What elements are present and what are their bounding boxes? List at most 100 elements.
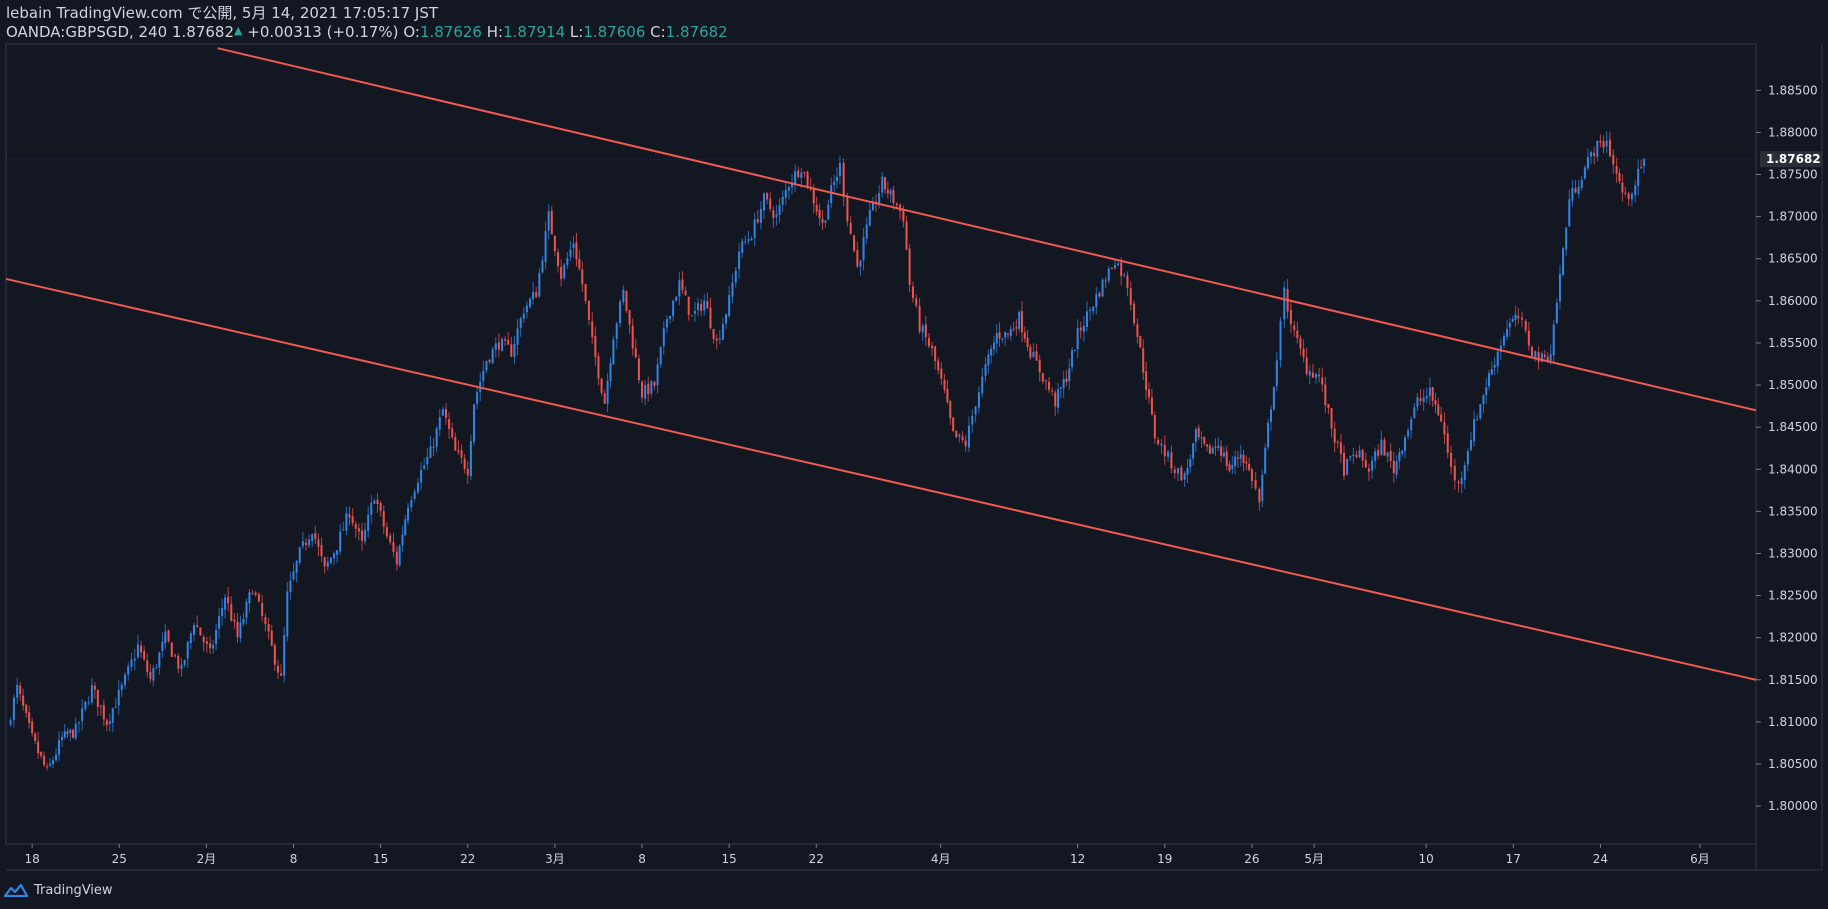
- candle-body: [1318, 374, 1321, 377]
- candle-body: [66, 731, 69, 735]
- candle-body: [257, 593, 260, 602]
- up-triangle-icon: ▲: [234, 24, 243, 37]
- candle-body: [457, 450, 460, 452]
- candle-body: [1001, 338, 1004, 340]
- candle-body: [230, 604, 233, 621]
- candle-body: [753, 219, 756, 238]
- candle-body: [1248, 464, 1251, 470]
- candle-body: [1183, 473, 1186, 480]
- candle-body: [575, 242, 578, 260]
- candle-body: [329, 557, 332, 564]
- candle-body: [105, 720, 108, 726]
- candle-body: [286, 591, 289, 637]
- candle-body: [34, 733, 37, 741]
- candle-body: [949, 400, 952, 419]
- trendline-channel-lower[interactable]: [5, 277, 1757, 681]
- candle-body: [432, 446, 435, 448]
- candle-body: [1413, 407, 1416, 419]
- candle-body: [849, 222, 852, 235]
- candle-body: [398, 546, 401, 566]
- candle-body: [497, 342, 500, 350]
- candle-body: [127, 666, 130, 675]
- candle-body: [998, 332, 1001, 339]
- candle-body: [504, 339, 507, 341]
- candle-body: [1488, 373, 1491, 387]
- candle-body: [731, 282, 734, 297]
- candle-body: [233, 619, 236, 622]
- candle-body: [1580, 179, 1583, 188]
- candle-body: [927, 338, 930, 347]
- trendlines-layer[interactable]: [5, 47, 1757, 681]
- candle-body: [924, 324, 927, 338]
- candle-body: [1624, 192, 1627, 194]
- candle-body: [647, 383, 650, 395]
- candle-body: [102, 704, 105, 720]
- candle-body: [937, 360, 940, 371]
- candle-body: [1534, 350, 1537, 359]
- candle-body: [161, 641, 164, 651]
- trendline-channel-upper[interactable]: [217, 47, 1757, 412]
- low-value: 1.87606: [583, 23, 646, 41]
- candle-body: [423, 465, 426, 469]
- time-tick-label: 18: [24, 852, 39, 866]
- time-tick-label: 10: [1419, 852, 1434, 866]
- last-price-tag: [1760, 151, 1822, 168]
- candle-body: [438, 417, 441, 430]
- candle-body: [1440, 414, 1443, 422]
- candle-body: [205, 641, 208, 645]
- candle-body: [385, 527, 388, 537]
- price-tick-label: 1.80000: [1768, 799, 1818, 813]
- candle-body: [1416, 397, 1419, 407]
- candle-body: [389, 535, 392, 543]
- candle-body: [902, 209, 905, 222]
- candle-body: [1079, 327, 1082, 331]
- candle-body: [1148, 389, 1151, 398]
- candle-body: [1558, 274, 1561, 302]
- candle-body: [1032, 351, 1035, 358]
- candle-body: [1407, 430, 1410, 437]
- candle-body: [77, 722, 80, 724]
- candle-body: [146, 660, 149, 673]
- time-axis[interactable]: 18 25 2月 8 15 22 3月 8 15 22 4月 12 19 26 5月 10 17 24 6月: [24, 844, 1710, 866]
- candle-body: [63, 731, 66, 738]
- candle-body: [1068, 368, 1071, 382]
- candle-body: [1136, 324, 1139, 337]
- candle-body: [846, 195, 849, 222]
- candle-body: [662, 328, 665, 347]
- price-axis[interactable]: 1.88500 1.88000 1.87500 1.87000 1.86500 1.860…: [6, 83, 1822, 813]
- candle-body: [16, 684, 19, 698]
- candle-body: [28, 712, 31, 723]
- candle-body: [1479, 404, 1482, 419]
- candle-body: [535, 292, 538, 298]
- candle-body: [1085, 311, 1088, 327]
- candle-body: [581, 269, 584, 285]
- candle-body: [838, 162, 841, 176]
- candle-body: [781, 196, 784, 205]
- candle-body: [842, 162, 845, 197]
- candle-body: [853, 235, 856, 251]
- time-tick-label: 8: [638, 852, 646, 866]
- candle-body: [1006, 333, 1009, 335]
- price-tick-label: 1.81000: [1768, 715, 1818, 729]
- candle-body: [1275, 360, 1278, 387]
- candle-body: [513, 343, 516, 357]
- candle-body: [1324, 384, 1327, 406]
- footer-brand[interactable]: TradingView: [4, 880, 113, 900]
- candle-body: [37, 741, 40, 754]
- price-tick-label: 1.87000: [1768, 210, 1818, 224]
- candle-body: [766, 193, 769, 200]
- symbol-label[interactable]: OANDA:GBPSGD, 240: [6, 23, 168, 41]
- candle-body: [1012, 328, 1015, 330]
- price-tick-label: 1.88500: [1768, 83, 1818, 97]
- candle-body: [862, 237, 865, 261]
- candle-body: [1546, 356, 1549, 361]
- candle-body: [687, 296, 690, 315]
- candle-body: [1568, 199, 1571, 227]
- candle-body: [1608, 139, 1611, 157]
- candle-body: [931, 345, 934, 349]
- candle-body: [763, 193, 766, 211]
- candle-body: [1110, 267, 1113, 269]
- candle-body: [1186, 467, 1189, 475]
- candle-body: [1029, 346, 1032, 358]
